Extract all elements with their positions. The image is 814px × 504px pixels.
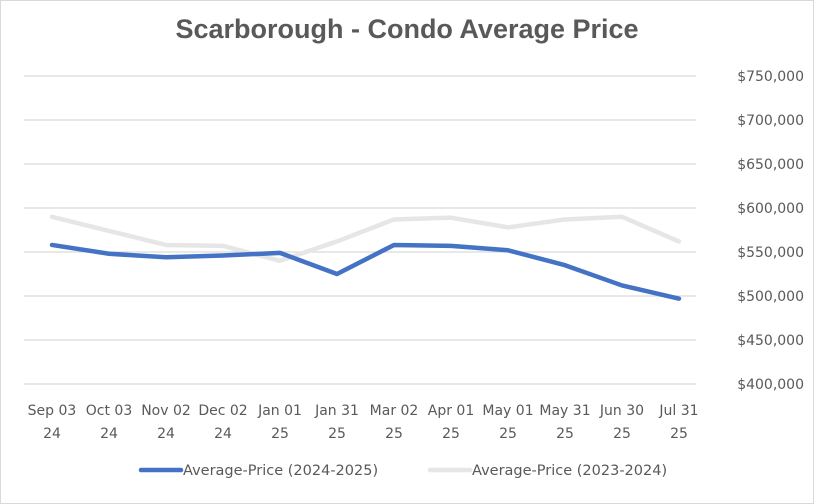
x-tick-label: Sep 03: [28, 403, 77, 419]
x-tick-label: Dec 02: [198, 403, 247, 419]
x-tick-label: Jul 31: [658, 403, 698, 419]
x-tick-label: Jan 31: [314, 403, 359, 419]
y-tick-label: $600,000: [737, 201, 804, 217]
x-tick-label-year: 25: [613, 426, 631, 442]
x-tick-label: May 31: [539, 403, 590, 419]
x-tick-label-year: 25: [556, 426, 574, 442]
series-lines: [49, 214, 682, 301]
x-tick-label-year: 25: [499, 426, 517, 442]
x-tick-label-year: 25: [670, 426, 688, 442]
x-tick-label: Oct 03: [86, 403, 132, 419]
chart-title: Scarborough - Condo Average Price: [175, 14, 639, 44]
x-tick-label-year: 24: [157, 426, 175, 442]
y-tick-label: $550,000: [737, 245, 804, 261]
x-tick-label-year: 24: [214, 426, 232, 442]
y-tick-label: $650,000: [737, 157, 804, 173]
legend-label: Average-Price (2024-2025): [183, 463, 378, 479]
series-line: [49, 242, 682, 301]
x-tick-label-year: 25: [328, 426, 346, 442]
x-tick-label: Mar 02: [370, 403, 419, 419]
y-tick-label: $450,000: [737, 333, 804, 349]
legend-label: Average-Price (2023-2024): [472, 463, 667, 479]
x-tick-label: Jun 30: [599, 403, 644, 419]
series-line: [49, 214, 682, 264]
y-tick-label: $750,000: [737, 69, 804, 85]
x-tick-label-year: 25: [271, 426, 289, 442]
x-tick-label-year: 25: [385, 426, 403, 442]
gridlines: [24, 75, 696, 385]
x-axis-ticks: Sep 03 24 Oct 03 24 Nov 02 24 Dec 02 24 Jan 01 25…: [28, 403, 699, 442]
x-tick-label: May 01: [482, 403, 533, 419]
legend: Average-Price (2024-2025) Average-Price (…: [138, 463, 667, 479]
x-tick-label-year: 25: [442, 426, 460, 442]
y-tick-label: $400,000: [737, 377, 804, 393]
y-tick-label: $500,000: [737, 289, 804, 305]
y-axis-ticks: $400,000 $450,000 $500,000 $550,000 $600,000…: [737, 69, 804, 393]
y-tick-label: $700,000: [737, 113, 804, 129]
x-tick-label-year: 24: [100, 426, 118, 442]
x-tick-label: Nov 02: [141, 403, 191, 419]
x-tick-label: Apr 01: [428, 403, 474, 419]
x-tick-label-year: 24: [43, 426, 61, 442]
x-tick-label: Jan 01: [257, 403, 302, 419]
